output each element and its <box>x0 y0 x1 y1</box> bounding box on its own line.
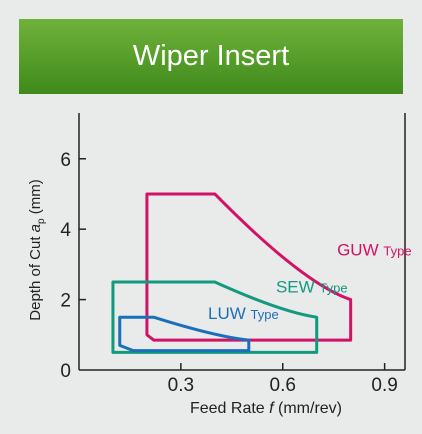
series-label-sew: SEW Type <box>276 278 348 297</box>
series-label-luw: LUW Type <box>208 304 279 323</box>
x-tick-label: 0.9 <box>371 375 397 396</box>
series-outline-guw <box>145 192 353 342</box>
y-tick-label: 0 <box>60 361 71 382</box>
title-banner: Wiper Insert <box>19 19 403 94</box>
x-tick-label: 0.6 <box>270 375 296 396</box>
y-tick-label: 4 <box>60 220 71 241</box>
banner-title: Wiper Insert <box>132 40 290 72</box>
x-axis-label: Feed Rate f (mm/rev) <box>190 400 342 417</box>
y-tick-label: 2 <box>60 291 71 312</box>
y-tick-label: 6 <box>60 150 71 171</box>
ticks-layer: 0.3 0.6 0.9 0 2 4 6 <box>60 150 397 396</box>
chart-axes <box>78 113 406 371</box>
y-axis-label: Depth of Cut ap (mm) <box>27 179 47 320</box>
series-outline-sew <box>111 280 319 354</box>
series-outline-luw <box>118 315 251 353</box>
series-layer: GUW Type SEW Type LUW Type <box>111 192 412 354</box>
x-tick-label: 0.3 <box>168 375 194 396</box>
series-label-guw: GUW Type <box>337 241 411 260</box>
